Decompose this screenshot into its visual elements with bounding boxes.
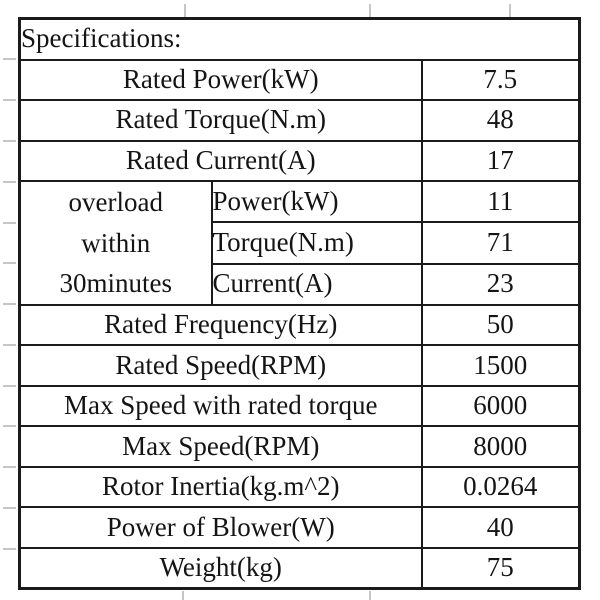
gridline-tick [182, 591, 184, 600]
spec-label-rotor-inertia: Rotor Inertia(kg.m^2) [18, 465, 423, 509]
spec-value-weight: 75 [420, 546, 581, 590]
table-row: Power of Blower(W) 40 [18, 506, 581, 549]
spec-value-max-speed: 8000 [420, 425, 581, 468]
spec-value-rated-frequency: 50 [420, 303, 581, 347]
table-row: Current(A) 23 [20, 262, 581, 306]
overload-sublabel-power: Power(kW) [210, 179, 423, 224]
spec-value-rated-torque: 48 [420, 99, 581, 142]
overload-label-line: within [81, 227, 151, 258]
table-row: Rated Torque(N.m) 48 [18, 99, 581, 142]
spec-label-rated-power: Rated Power(kW) [18, 58, 423, 101]
specifications-table: Specifications: Rated Power(kW) 7.5 Rate… [18, 17, 581, 591]
gridline-tick [3, 181, 16, 183]
overload-value-torque: 71 [420, 221, 581, 265]
spec-label-rated-frequency: Rated Frequency(Hz) [18, 303, 423, 347]
spec-label-rated-torque: Rated Torque(N.m) [18, 99, 423, 142]
spec-value-rated-current: 17 [420, 139, 581, 182]
table-row: Weight(kg) 75 [18, 546, 581, 590]
overload-value-power: 11 [420, 179, 581, 224]
gridline-tick [3, 303, 16, 305]
overload-group-label: overload within 30minutes [18, 180, 213, 306]
overload-label-line: 30minutes [59, 268, 173, 299]
table-title: Specifications: [18, 17, 581, 61]
spec-value-rated-speed: 1500 [420, 344, 581, 387]
spec-label-rated-speed: Rated Speed(RPM) [18, 344, 423, 387]
gridline-tick [369, 591, 371, 600]
spec-label-rated-current: Rated Current(A) [18, 139, 423, 182]
gridline-tick [3, 425, 16, 427]
table-row: Max Speed(RPM) 8000 [18, 425, 581, 468]
gridline-tick [3, 140, 16, 142]
table-row: Rated Current(A) 17 [18, 139, 581, 182]
table-row: Rotor Inertia(kg.m^2) 0.0264 [18, 465, 581, 509]
spec-value-rotor-inertia: 0.0264 [420, 465, 581, 509]
table-row: Rated Frequency(Hz) 50 [18, 303, 581, 347]
gridline-tick [3, 58, 16, 60]
gridline-tick [509, 4, 511, 17]
table-row: Rated Power(kW) 7.5 [18, 58, 581, 101]
gridline-tick [3, 507, 16, 509]
overload-sublabel-torque: Torque(N.m) [210, 221, 423, 265]
spec-label-power-of-blower: Power of Blower(W) [18, 506, 423, 549]
table-row: Max Speed with rated torque 6000 [18, 384, 581, 428]
spec-value-max-speed-rated-torque: 6000 [420, 384, 581, 428]
gridline-tick [184, 4, 186, 17]
table-row: Specifications: [18, 17, 581, 61]
table-row: Rated Speed(RPM) 1500 [18, 344, 581, 387]
overload-sublabel-current: Current(A) [210, 262, 423, 306]
gridline-tick [3, 99, 16, 101]
spec-value-rated-power: 7.5 [420, 58, 581, 101]
spec-value-power-of-blower: 40 [420, 506, 581, 549]
gridline-tick [3, 262, 16, 264]
gridline-tick [369, 4, 371, 17]
gridline-tick [3, 344, 16, 346]
spec-label-max-speed-rated-torque: Max Speed with rated torque [18, 384, 423, 428]
overload-label-line: overload [68, 187, 163, 217]
gridline-tick [3, 548, 16, 550]
overload-value-current: 23 [420, 262, 581, 306]
gridline-tick [3, 385, 16, 387]
table-row: overload within 30minutes Power(kW) 11 [18, 179, 581, 306]
spec-label-weight: Weight(kg) [18, 546, 423, 590]
spec-label-max-speed: Max Speed(RPM) [18, 425, 423, 468]
gridline-tick [3, 466, 16, 468]
table-row: Torque(N.m) 71 [20, 221, 581, 265]
gridline-tick [3, 222, 16, 224]
